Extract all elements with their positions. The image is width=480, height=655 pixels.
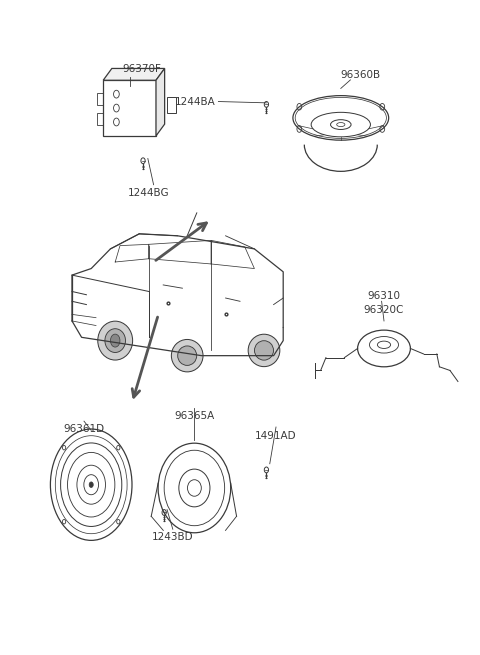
Polygon shape bbox=[156, 69, 165, 136]
Ellipse shape bbox=[248, 334, 280, 367]
Text: 96360B: 96360B bbox=[340, 70, 380, 81]
Ellipse shape bbox=[105, 329, 125, 352]
Ellipse shape bbox=[98, 321, 132, 360]
Bar bbox=[167, 96, 176, 113]
Text: 1243BD: 1243BD bbox=[152, 532, 193, 542]
Bar bbox=[97, 113, 103, 124]
Circle shape bbox=[110, 334, 120, 347]
Text: 96365A: 96365A bbox=[174, 411, 215, 421]
Text: 96370F: 96370F bbox=[122, 64, 161, 74]
Ellipse shape bbox=[254, 341, 274, 360]
Text: 96361D: 96361D bbox=[63, 424, 105, 434]
Circle shape bbox=[89, 482, 93, 487]
Ellipse shape bbox=[178, 346, 197, 365]
Ellipse shape bbox=[171, 339, 203, 372]
Polygon shape bbox=[103, 69, 165, 81]
Text: 96310: 96310 bbox=[368, 291, 400, 301]
Bar bbox=[97, 93, 103, 105]
Text: 96320C: 96320C bbox=[364, 305, 404, 315]
Text: 1244BG: 1244BG bbox=[128, 188, 169, 198]
Text: 1491AD: 1491AD bbox=[255, 430, 297, 441]
Text: 1244BA: 1244BA bbox=[175, 96, 216, 107]
